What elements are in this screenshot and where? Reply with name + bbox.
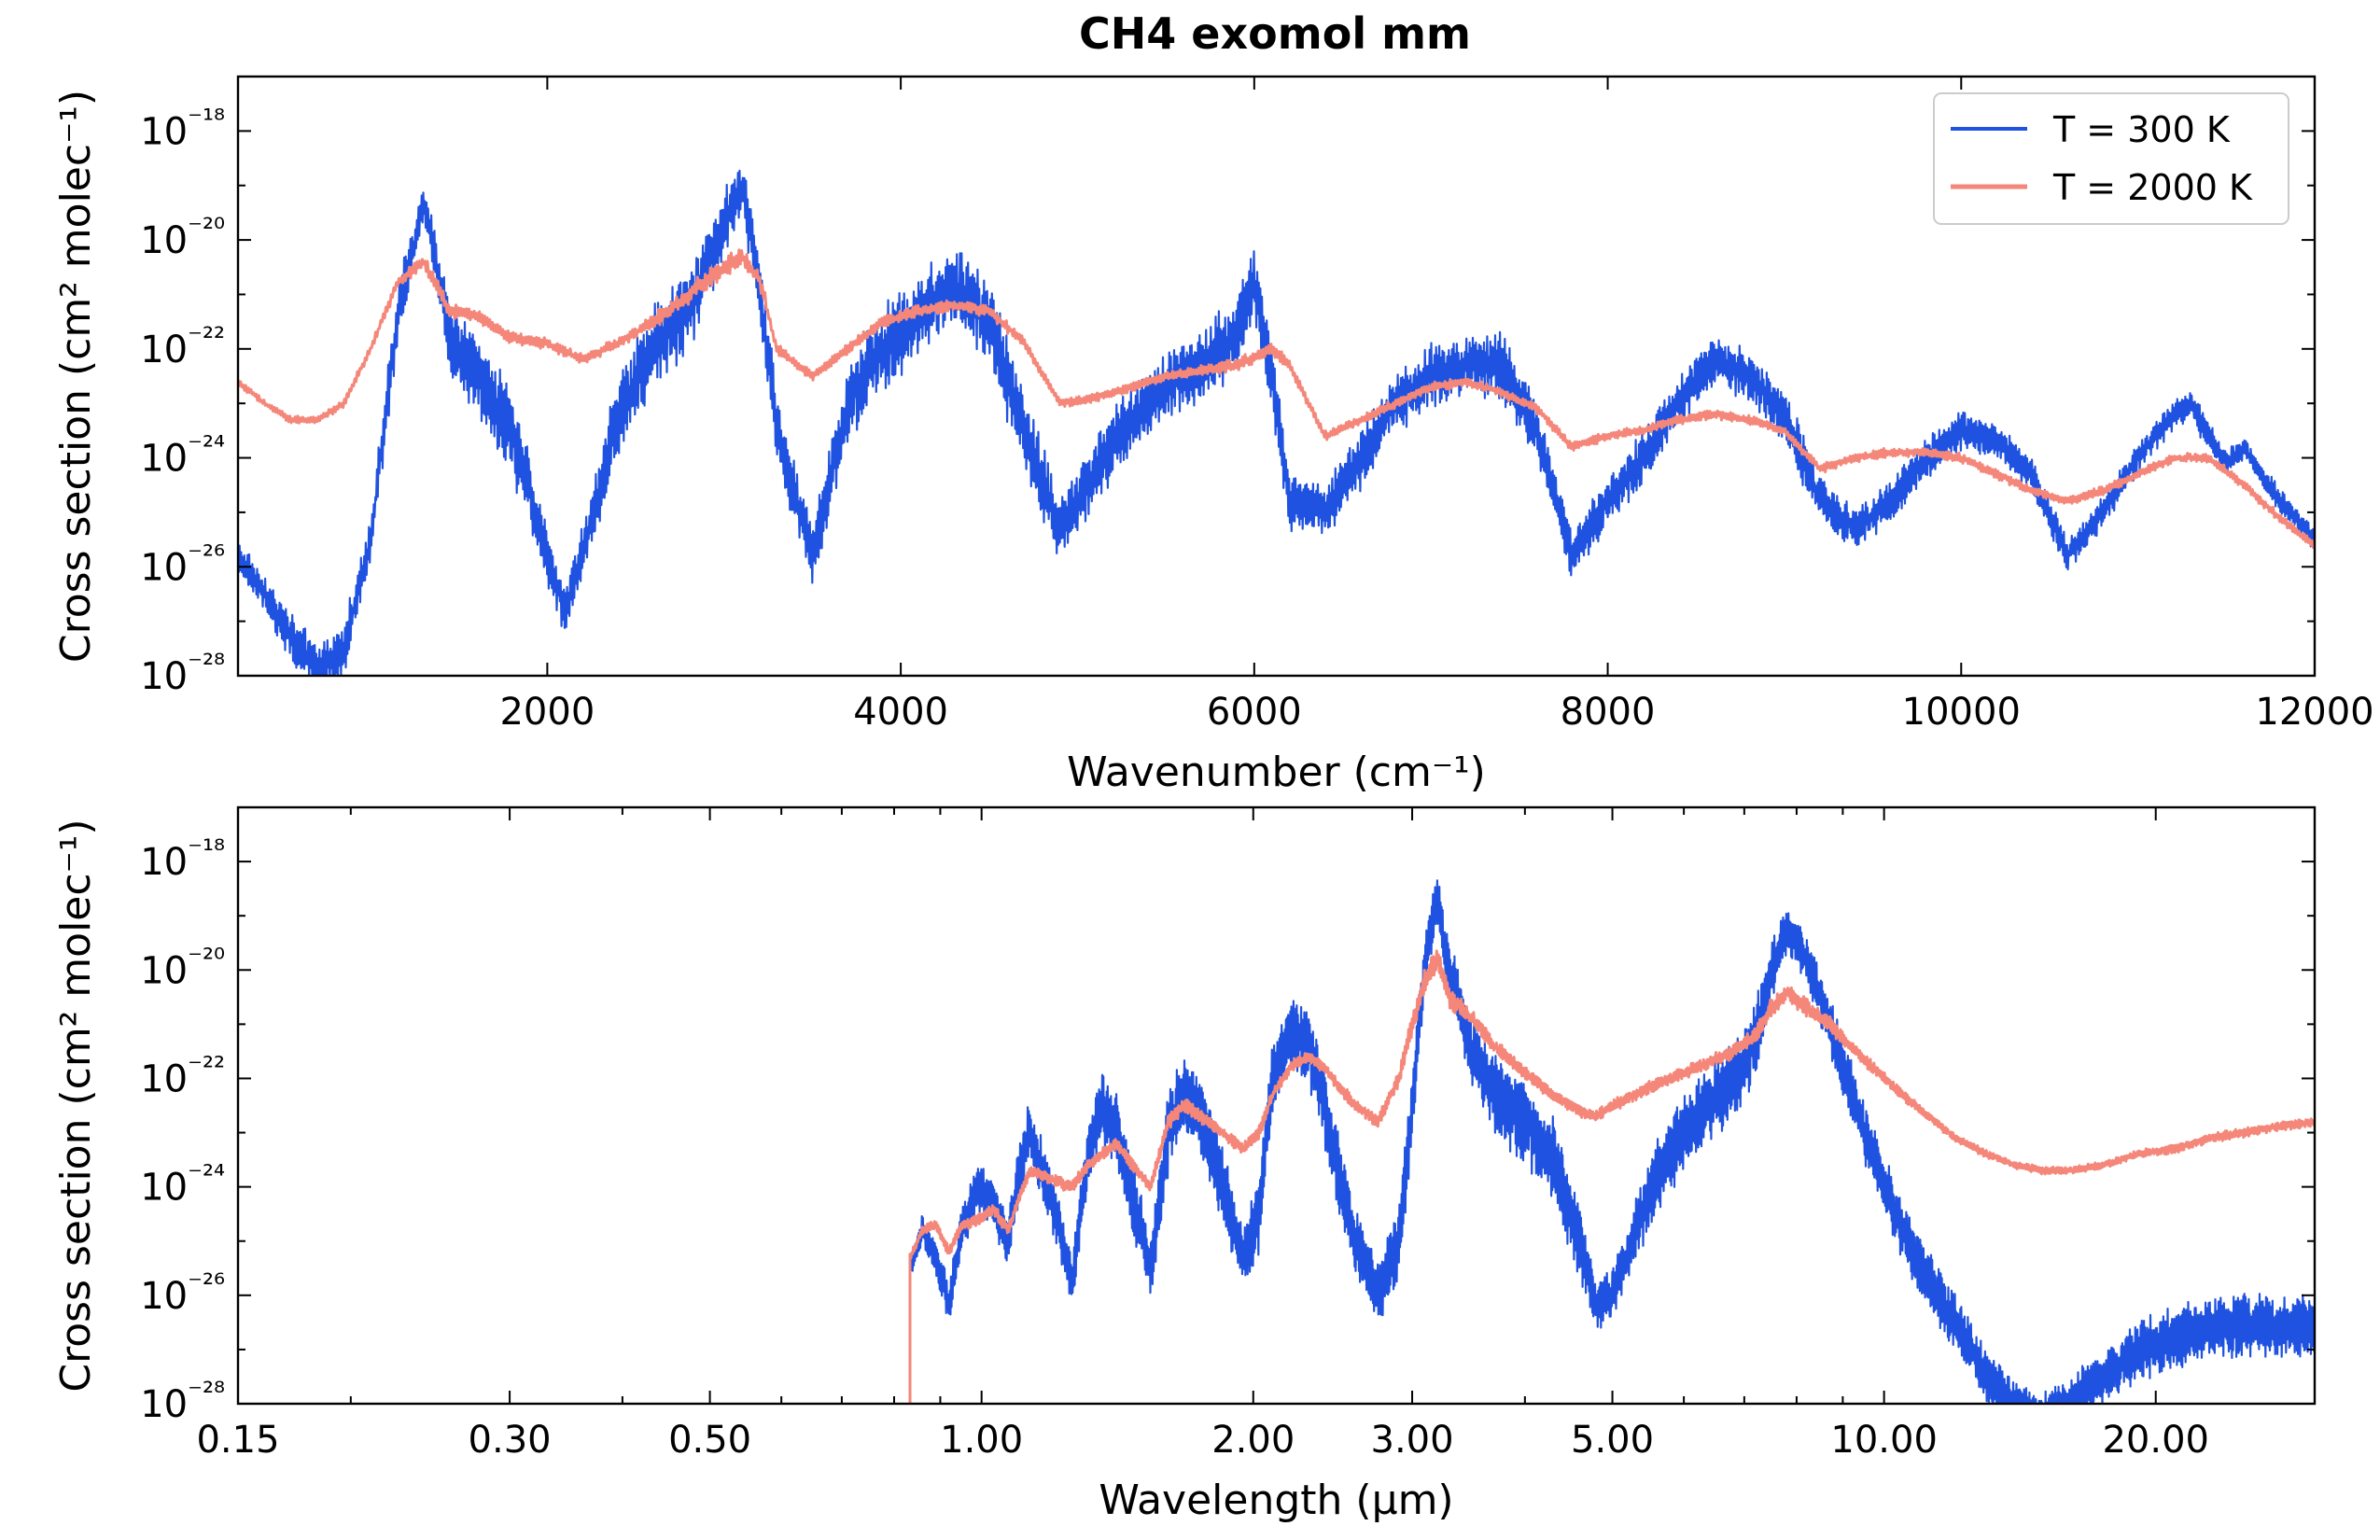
y-tick-label: 10⁻²⁴ bbox=[140, 1160, 225, 1210]
x-tick-label: 20.00 bbox=[2102, 1419, 2209, 1462]
y-tick-label: 10⁻²⁶ bbox=[140, 1268, 225, 1318]
y-tick-label: 10⁻²⁴ bbox=[140, 431, 225, 481]
wavenumber-plot-frame bbox=[236, 75, 2317, 678]
wavenumber-panel: 10⁻²⁸ 10⁻²⁶ 10⁻²⁴ 10⁻²² 10⁻²⁰ 10⁻¹⁸ 2000 4000 6… bbox=[52, 75, 2374, 796]
series-line-300k-panel-1 bbox=[908, 879, 2315, 1404]
y-tick-label: 10⁻²² bbox=[140, 322, 225, 371]
chart-title: CH4 exomol mm bbox=[1079, 8, 1471, 59]
x-tick-label: 1.00 bbox=[940, 1419, 1023, 1462]
wavelength-plot-frame bbox=[236, 805, 2317, 1406]
x-tick-label: 10000 bbox=[1902, 691, 2021, 734]
x-tick-label: 0.50 bbox=[668, 1419, 751, 1462]
x-tick-label: 4000 bbox=[853, 691, 948, 734]
wavelength-x-axis-label: Wavelength (µm) bbox=[1099, 1477, 1453, 1524]
legend-box bbox=[1933, 92, 2289, 225]
x-tick-label: 3.00 bbox=[1371, 1419, 1454, 1462]
series-line-2000k-panel-1 bbox=[908, 949, 2315, 1404]
y-tick-label: 10⁻²⁰ bbox=[140, 213, 225, 262]
series-line-300k-panel-0 bbox=[238, 169, 2315, 676]
wavelength-series-group bbox=[908, 879, 2315, 1404]
x-tick-label: 6000 bbox=[1207, 691, 1302, 734]
x-tick-label: 5.00 bbox=[1571, 1419, 1654, 1462]
wavelength-y-axis: 10⁻²⁸ 10⁻²⁶ 10⁻²⁴ 10⁻²² 10⁻²⁰ 10⁻¹⁸ bbox=[140, 806, 2315, 1426]
legend-label-2000k: T = 2000 K bbox=[2052, 167, 2253, 208]
wavelength-y-axis-label: Cross section (cm² molec⁻¹) bbox=[52, 819, 100, 1392]
legend-label-300k: T = 300 K bbox=[2052, 109, 2231, 150]
y-tick-label: 10⁻²⁸ bbox=[140, 1377, 225, 1426]
x-tick-label: 0.15 bbox=[196, 1419, 279, 1462]
y-tick-label: 10⁻¹⁸ bbox=[140, 104, 225, 153]
wavenumber-y-axis: 10⁻²⁸ 10⁻²⁶ 10⁻²⁴ 10⁻²² 10⁻²⁰ 10⁻¹⁸ bbox=[140, 76, 2315, 698]
wavelength-x-axis: 0.15 0.30 0.50 1.00 2.00 3.00 5.00 10.00 20.00 bbox=[196, 807, 2316, 1462]
wavenumber-series-group bbox=[238, 169, 2315, 676]
wavenumber-x-axis-label: Wavenumber (cm⁻¹) bbox=[1067, 749, 1486, 796]
x-tick-label: 8000 bbox=[1561, 691, 1656, 734]
y-tick-label: 10⁻¹⁸ bbox=[140, 834, 225, 884]
x-tick-label: 2.00 bbox=[1211, 1419, 1295, 1462]
x-tick-label: 12000 bbox=[2255, 691, 2373, 734]
wavenumber-y-axis-label: Cross section (cm² molec⁻¹) bbox=[52, 90, 100, 663]
x-tick-label: 0.30 bbox=[469, 1419, 552, 1462]
x-tick-label: 10.00 bbox=[1830, 1419, 1938, 1462]
y-tick-label: 10⁻²⁶ bbox=[140, 539, 225, 589]
wavenumber-x-axis: 2000 4000 6000 8000 10000 12000 bbox=[499, 77, 2374, 734]
y-tick-label: 10⁻²² bbox=[140, 1051, 225, 1100]
series-line-2000k-panel-0 bbox=[238, 248, 2315, 550]
legend: T = 300 K T = 2000 K bbox=[1933, 92, 2289, 225]
x-tick-label: 2000 bbox=[499, 691, 595, 734]
y-tick-label: 10⁻²⁸ bbox=[140, 649, 225, 698]
y-tick-label: 10⁻²⁰ bbox=[140, 943, 225, 992]
